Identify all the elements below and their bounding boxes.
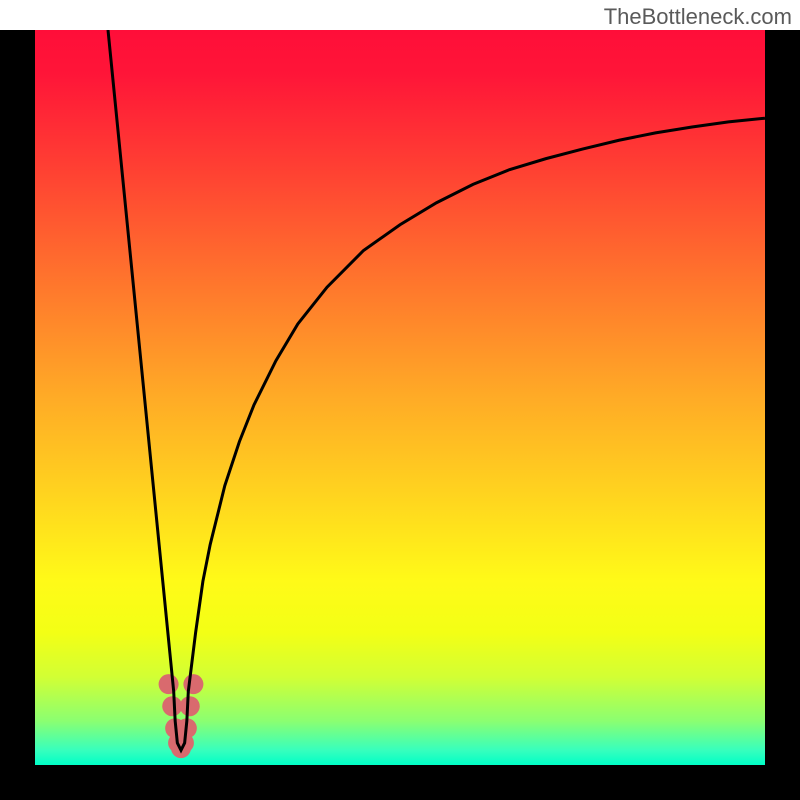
chart-container: TheBottleneck.com [0, 0, 800, 800]
watermark-text: TheBottleneck.com [604, 4, 792, 30]
bottleneck-marker [159, 674, 179, 694]
plot-area [35, 30, 765, 765]
bottleneck-marker [180, 696, 200, 716]
bottleneck-marker [162, 696, 182, 716]
plot-outer-frame [0, 30, 800, 800]
bottleneck-marker [183, 674, 203, 694]
plot-svg [35, 30, 765, 765]
